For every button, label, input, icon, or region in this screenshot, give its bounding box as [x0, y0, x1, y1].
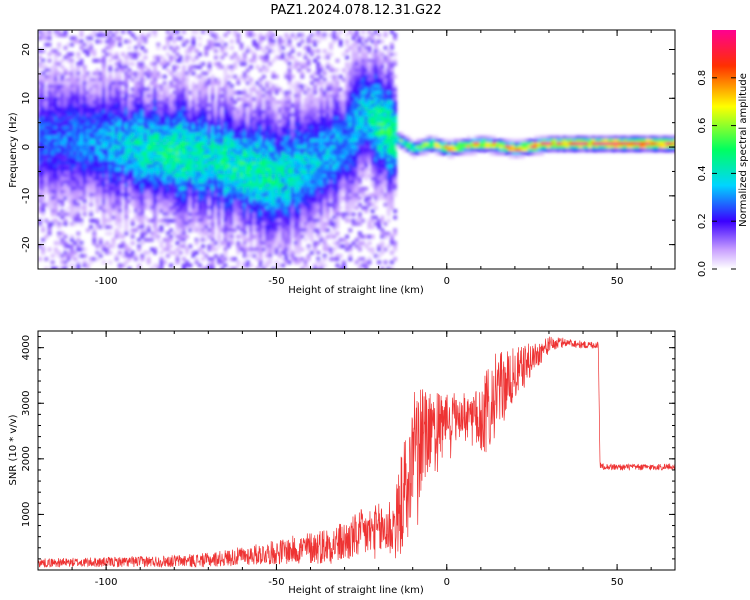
chart-title: PAZ1.2024.078.12.31.G22 — [270, 3, 441, 18]
spectrogram-x-axis-label: Height of straight line (km) — [288, 285, 424, 296]
top-x-tick-label: 50 — [611, 276, 624, 287]
bot-y-tick-label: 3000 — [21, 391, 32, 416]
bot-x-tick-label: 0 — [444, 577, 450, 588]
spectrogram-y-axis-label: Frequency (Hz) — [8, 112, 19, 188]
colorbar-tick-label: 0.8 — [697, 70, 708, 86]
snr-panel: -100 -50 0 50 1000 2000 3000 4000 Height of st… — [8, 330, 676, 596]
top-y-tick-label: 10 — [21, 92, 32, 105]
top-x-tick-label: -100 — [95, 276, 118, 287]
bot-y-tick-label: 2000 — [21, 446, 32, 471]
colorbar: 0.0 0.2 0.4 0.6 0.8 Normalized spectral ampl… — [697, 30, 749, 277]
colorbar-tick-label: 0.0 — [697, 261, 708, 277]
bot-y-tick-label: 1000 — [21, 502, 32, 527]
top-y-tick-label: -10 — [21, 188, 32, 204]
bot-y-tick-label: 4000 — [21, 335, 32, 360]
bot-x-tick-label: 50 — [611, 577, 624, 588]
spectrogram-heatmap — [38, 30, 675, 269]
colorbar-tick-label: 0.4 — [697, 165, 708, 181]
colorbar-tick-label: 0.2 — [697, 213, 708, 229]
top-x-tick-label: -50 — [268, 276, 284, 287]
snr-x-axis-label: Height of straight line (km) — [288, 585, 424, 596]
bot-x-tick-label: -50 — [268, 577, 284, 588]
colorbar-gradient — [712, 30, 736, 269]
colorbar-tick-label: 0.6 — [697, 118, 708, 134]
colorbar-label: Normalized spectral amplitude — [738, 73, 749, 227]
snr-y-axis-label: SNR (10 * v/v) — [8, 414, 19, 485]
spectrogram-frame — [37, 29, 676, 270]
bot-x-tick-label: -100 — [95, 577, 118, 588]
top-y-tick-label: 0 — [21, 144, 32, 150]
snr-frame — [37, 330, 676, 571]
top-x-tick-label: 0 — [444, 276, 450, 287]
top-y-tick-label: 20 — [21, 43, 32, 56]
top-y-tick-label: -20 — [21, 236, 32, 252]
snr-series-line — [38, 336, 675, 569]
